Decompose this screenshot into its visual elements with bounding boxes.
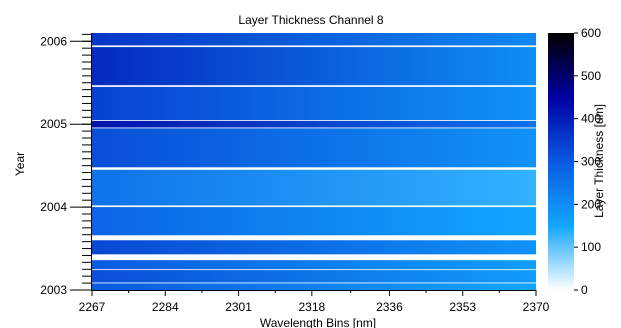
- colorbar: [548, 33, 574, 290]
- y-axis: 2003 2004 2005 2006: [40, 33, 92, 297]
- heatmap-band: [92, 270, 536, 283]
- x-tick-label: 2318: [298, 300, 325, 314]
- y-tick-label: 2005: [40, 117, 67, 131]
- heatmap-band: [92, 169, 536, 206]
- x-tick-label: 2370: [523, 300, 550, 314]
- colorbar-tick-label: 300: [581, 155, 601, 169]
- colorbar-tick-label: 200: [581, 197, 601, 211]
- chart-title: Layer Thickness Channel 8: [238, 13, 384, 27]
- x-axis-title: Wavelength Bins [nm]: [260, 316, 376, 328]
- colorbar-title: Layer Thickness [um]: [592, 104, 606, 218]
- plot-area: [92, 33, 536, 290]
- heatmap-band: [92, 283, 536, 290]
- x-axis: 2267 2284 2301 2318 2336 2353 2370: [79, 290, 550, 314]
- heatmap-band: [92, 33, 536, 46]
- y-axis-title: Year: [13, 152, 27, 176]
- colorbar-tick-label: 500: [581, 69, 601, 83]
- y-tick-label: 2006: [40, 34, 67, 48]
- colorbar-tick-label: 100: [581, 240, 601, 254]
- heatmap-band: [92, 86, 536, 121]
- x-tick-label: 2267: [79, 300, 106, 314]
- colorbar-ticks: 0 100 200 300 400 500 600: [574, 26, 601, 297]
- colorbar-tick-label: 0: [581, 283, 588, 297]
- heatmap-band: [92, 47, 536, 86]
- heatmap-band: [92, 260, 536, 270]
- heatmap-band: [92, 240, 536, 255]
- x-tick-label: 2336: [376, 300, 403, 314]
- y-tick-label: 2003: [40, 283, 67, 297]
- heatmap-band: [92, 120, 536, 128]
- x-tick-label: 2284: [152, 300, 179, 314]
- colorbar-tick-label: 600: [581, 26, 601, 40]
- colorbar-tick-label: 400: [581, 112, 601, 126]
- y-tick-label: 2004: [40, 200, 67, 214]
- heatmap-band: [92, 128, 536, 168]
- x-tick-label: 2301: [225, 300, 252, 314]
- heatmap-band: [92, 207, 536, 236]
- x-tick-label: 2353: [449, 300, 476, 314]
